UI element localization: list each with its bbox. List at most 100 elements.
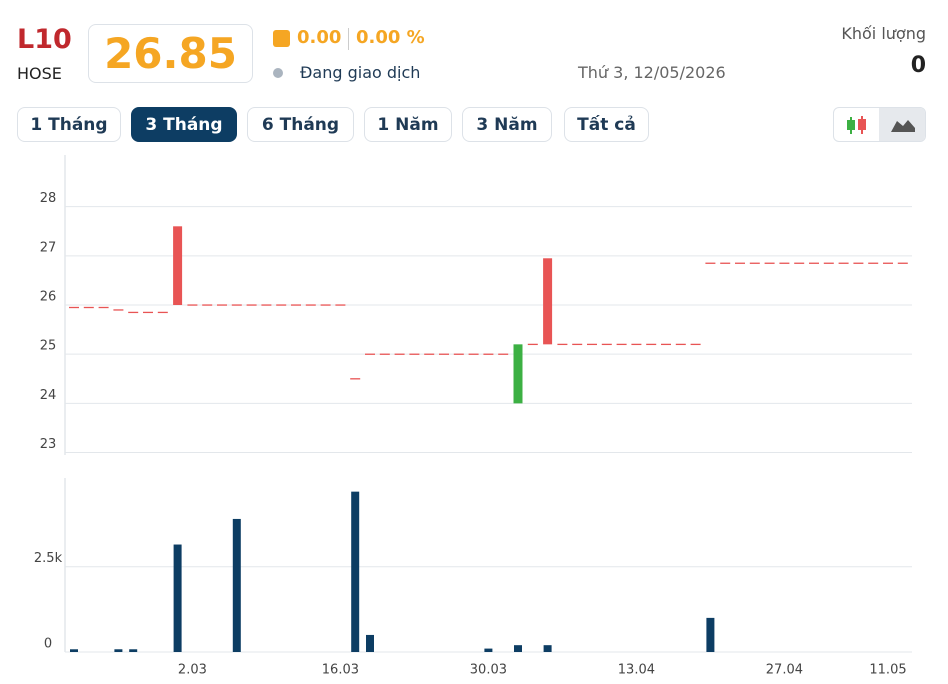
price: 26.85 bbox=[88, 24, 253, 83]
flat-candle bbox=[883, 262, 893, 264]
volume-bar bbox=[173, 544, 182, 652]
volume-bar bbox=[129, 649, 138, 652]
y-tick-label: 0 bbox=[44, 637, 52, 652]
flat-candle bbox=[735, 262, 745, 264]
y-tick-label: 26 bbox=[40, 290, 57, 305]
y-tick-label: 24 bbox=[40, 388, 57, 403]
volume-bar bbox=[543, 645, 552, 652]
range-button[interactable]: 1 Năm bbox=[364, 107, 452, 142]
volume-bar bbox=[351, 491, 360, 652]
flat-candle bbox=[187, 304, 198, 306]
divider bbox=[348, 28, 349, 50]
range-button[interactable]: 6 Tháng bbox=[247, 107, 354, 142]
date: Thứ 3, 12/05/2026 bbox=[578, 63, 726, 82]
y-tick-label: 25 bbox=[40, 339, 57, 354]
range-button[interactable]: Tất cả bbox=[564, 107, 649, 142]
flat-candle bbox=[661, 343, 671, 346]
symbol: L10 bbox=[17, 24, 72, 55]
flat-candle bbox=[335, 304, 346, 306]
flat-candle bbox=[720, 262, 731, 264]
flat-candle bbox=[557, 343, 568, 346]
flat-candle bbox=[350, 378, 361, 380]
flat-candle bbox=[83, 306, 94, 309]
flat-candle bbox=[616, 343, 627, 346]
chart-type-toggle bbox=[833, 107, 926, 142]
flat-candle bbox=[705, 262, 716, 264]
status: Đang giao dịch bbox=[300, 63, 421, 82]
change: 0.00 bbox=[297, 27, 342, 48]
exchange: HOSE bbox=[17, 64, 62, 83]
volume-bar bbox=[70, 649, 78, 652]
flat-candle bbox=[246, 304, 257, 306]
volume-bar bbox=[114, 649, 123, 652]
flat-candle bbox=[453, 353, 464, 355]
flat-candle bbox=[305, 304, 316, 306]
flat-candle bbox=[690, 343, 701, 346]
change-icon bbox=[273, 30, 290, 47]
flat-candle bbox=[291, 304, 301, 306]
flat-candle bbox=[157, 311, 168, 314]
flat-candle bbox=[143, 311, 153, 314]
candle-body bbox=[543, 258, 553, 345]
range-button[interactable]: 3 Tháng bbox=[131, 107, 237, 142]
volume-bar bbox=[366, 634, 374, 652]
x-tick-label: 16.03 bbox=[322, 663, 359, 678]
flat-candle bbox=[424, 353, 435, 355]
candle-body bbox=[513, 344, 523, 404]
change-percent: 0.00 % bbox=[356, 27, 425, 48]
x-tick-label: 13.04 bbox=[618, 663, 655, 678]
volume-label: Khối lượng bbox=[841, 24, 926, 43]
flat-candle bbox=[498, 353, 509, 355]
flat-candle bbox=[779, 262, 790, 264]
volume-bar bbox=[514, 645, 522, 652]
flat-candle bbox=[128, 311, 139, 314]
flat-candle bbox=[98, 306, 109, 309]
flat-candle bbox=[823, 262, 834, 264]
volume-bar bbox=[232, 518, 241, 652]
y-tick-label: 23 bbox=[40, 437, 57, 452]
x-tick-label: 2.03 bbox=[178, 663, 207, 678]
flat-candle bbox=[527, 343, 538, 346]
flat-candle bbox=[69, 306, 79, 309]
flat-candle bbox=[468, 353, 479, 355]
flat-candle bbox=[276, 304, 287, 306]
flat-candle bbox=[809, 262, 819, 264]
flat-candle bbox=[646, 343, 657, 346]
flat-candle bbox=[217, 304, 227, 306]
x-tick-label: 30.03 bbox=[470, 663, 507, 678]
flat-candle bbox=[113, 309, 124, 311]
flat-candle bbox=[587, 343, 597, 346]
flat-candle bbox=[631, 343, 642, 346]
flat-candle bbox=[868, 262, 879, 264]
flat-candle bbox=[320, 304, 331, 306]
flat-candle bbox=[749, 262, 760, 264]
flat-candle bbox=[897, 262, 908, 264]
flat-candle bbox=[365, 353, 375, 355]
candle-button[interactable] bbox=[834, 108, 879, 141]
flat-candle bbox=[379, 353, 390, 355]
range-button[interactable]: 1 Tháng bbox=[17, 107, 121, 142]
x-tick-label: 11.05 bbox=[869, 663, 906, 678]
volume: 0 bbox=[910, 53, 926, 78]
x-tick-label: 27.04 bbox=[766, 663, 803, 678]
flat-candle bbox=[764, 262, 775, 264]
y-tick-label: 27 bbox=[40, 240, 57, 255]
flat-candle bbox=[675, 343, 686, 346]
volume-bar bbox=[706, 617, 715, 652]
range-button[interactable]: 3 Năm bbox=[462, 107, 552, 142]
area-button[interactable] bbox=[879, 108, 925, 141]
flat-candle bbox=[853, 262, 864, 264]
y-tick-label: 28 bbox=[40, 191, 57, 206]
flat-candle bbox=[439, 353, 449, 355]
status-dot bbox=[273, 68, 283, 78]
flat-candle bbox=[572, 343, 583, 346]
y-tick-label: 2.5k bbox=[34, 551, 63, 566]
candle-body bbox=[173, 226, 183, 305]
flat-candle bbox=[601, 343, 612, 346]
flat-candle bbox=[838, 262, 849, 264]
flat-candle bbox=[394, 353, 405, 355]
flat-candle bbox=[202, 304, 213, 306]
flat-candle bbox=[261, 304, 272, 306]
